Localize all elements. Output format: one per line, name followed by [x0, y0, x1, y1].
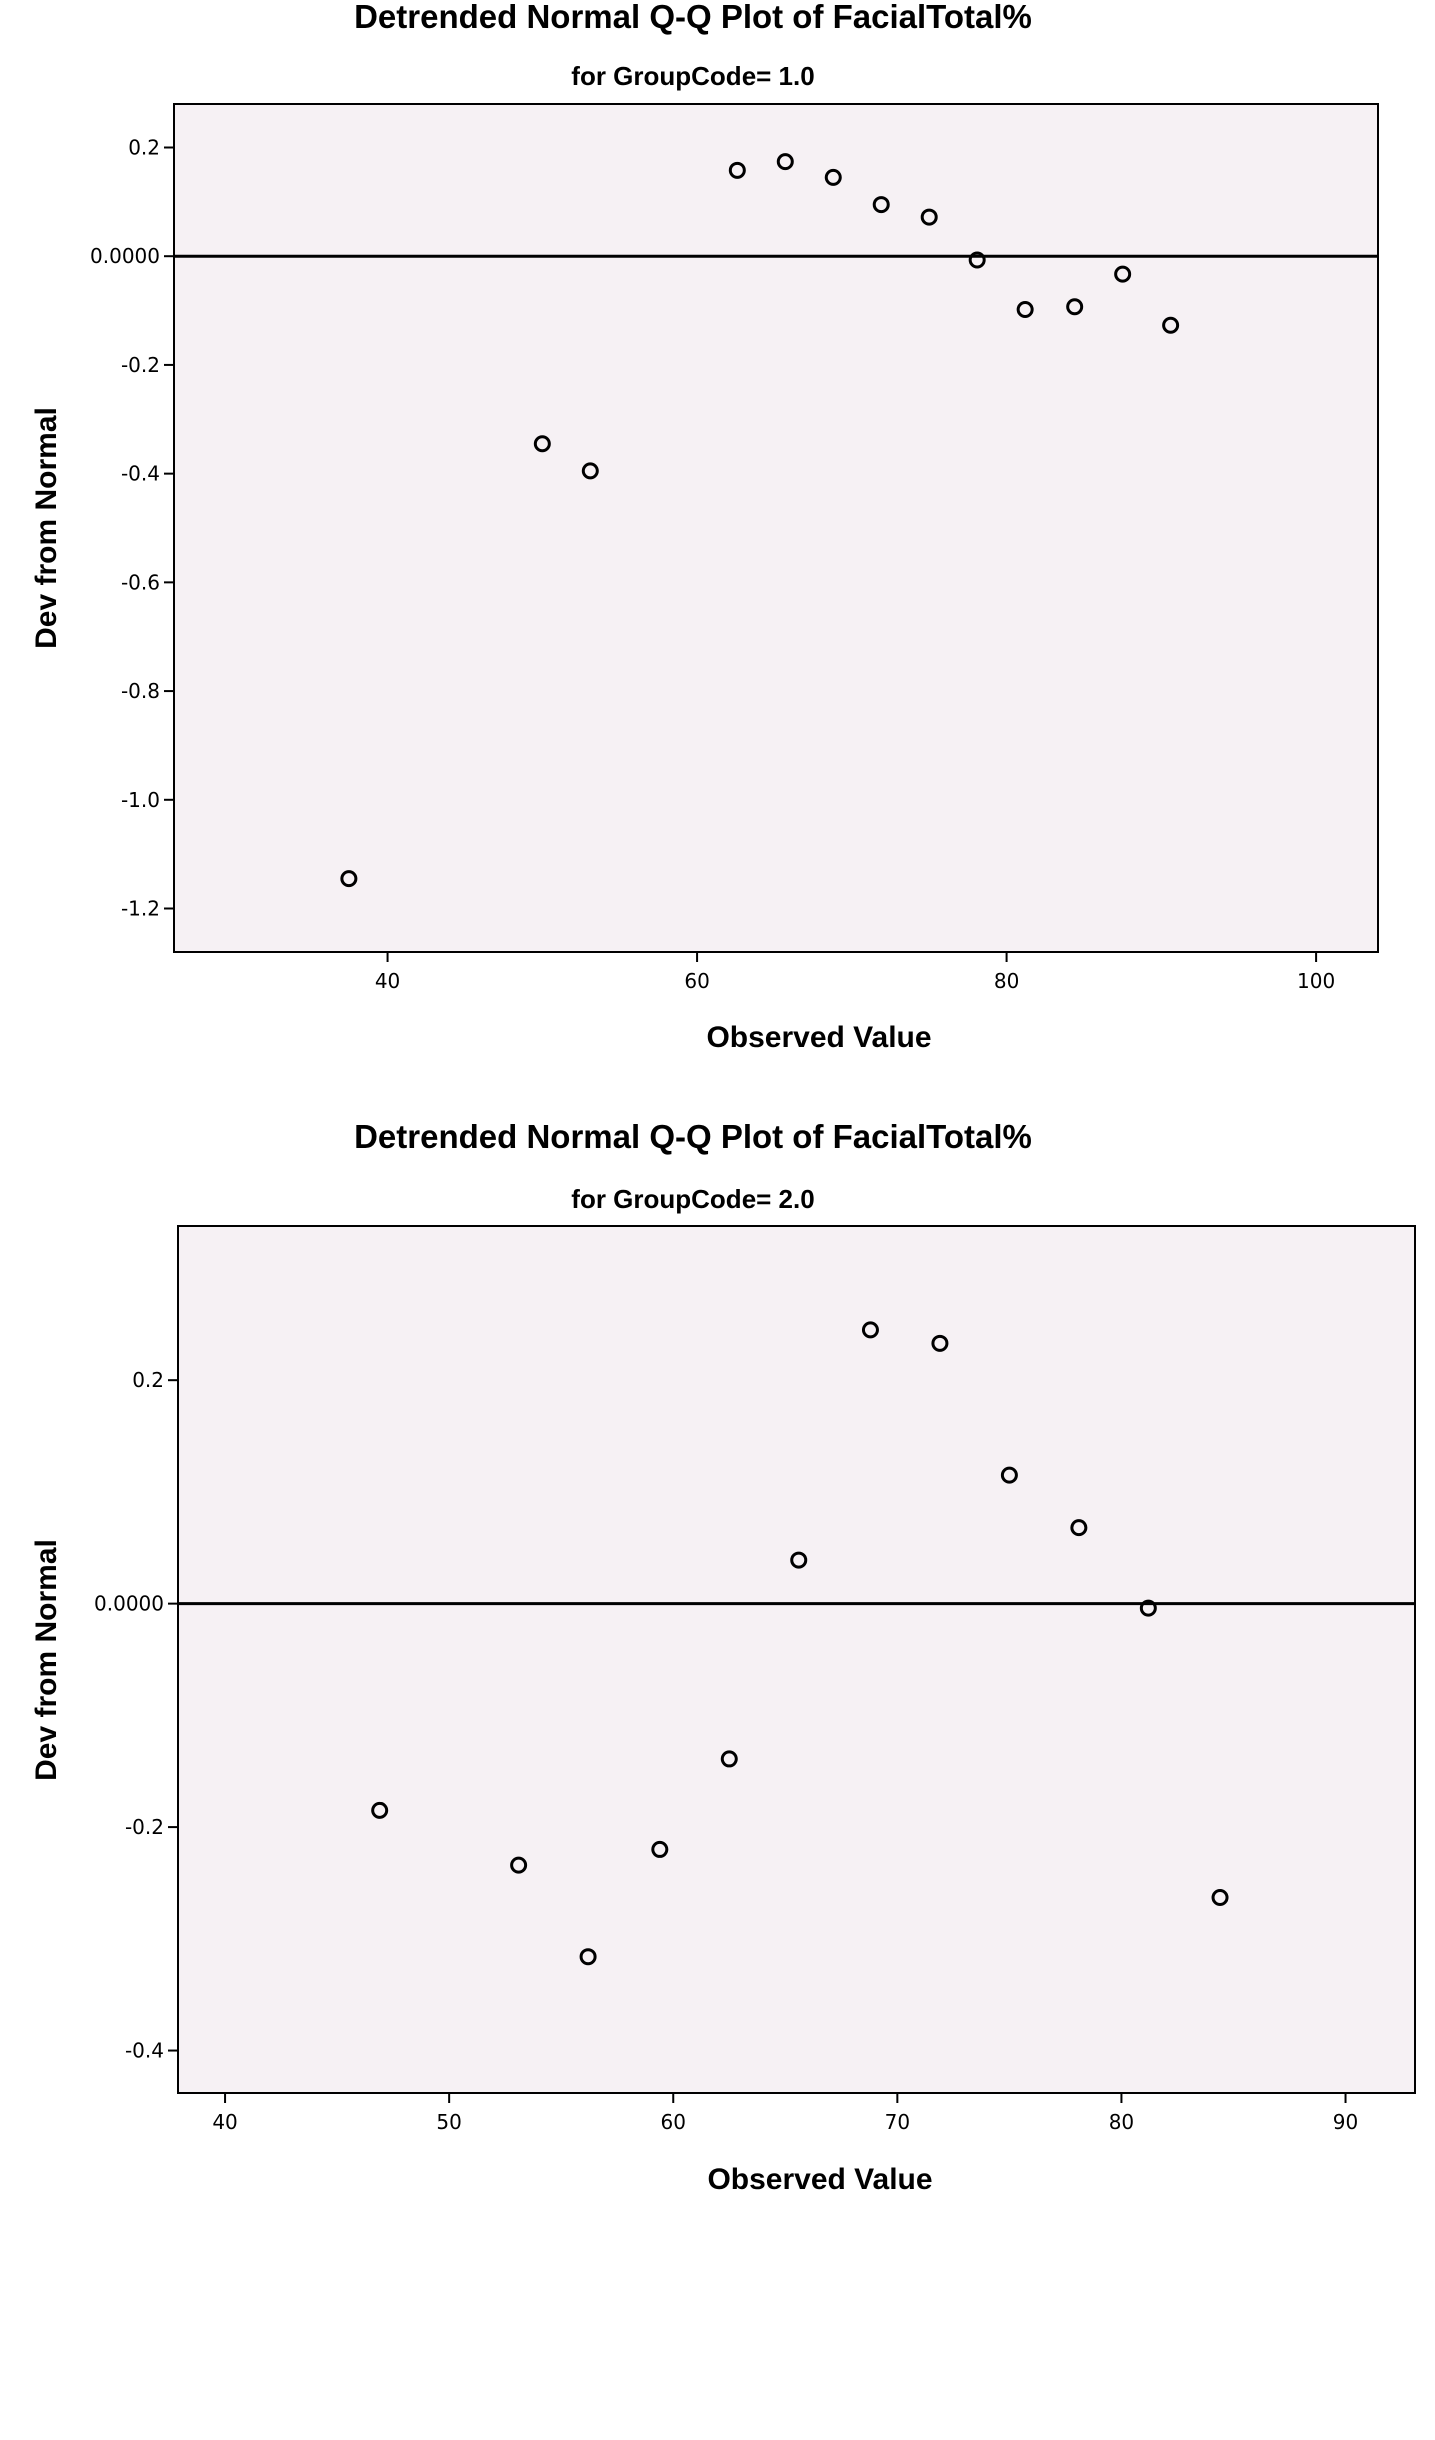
data-point [371, 1801, 389, 1819]
data-point [968, 251, 986, 269]
axis-ticks: 40 60 80 100 0.2 0.0000 -0.2 -0.4 -0.6 -0.8 -1.0 -1… [90, 135, 1335, 993]
y-tick-label: 0.0000 [94, 1592, 164, 1616]
chart-subtitle: for GroupCode= 2.0 [571, 1184, 814, 1214]
y-axis-title: Dev from Normal [30, 1539, 63, 1781]
x-tick-label: 80 [994, 969, 1019, 993]
y-axis-title: Dev from Normal [30, 407, 63, 649]
data-point [720, 1750, 738, 1768]
y-tick-label: -0.8 [121, 679, 160, 703]
y-tick-label: 0.0000 [90, 244, 160, 268]
y-tick-label: -0.2 [125, 1815, 164, 1839]
x-tick-label: 100 [1297, 969, 1335, 993]
data-point [579, 1948, 597, 1966]
data-point [920, 208, 938, 226]
chart-title: Detrended Normal Q-Q Plot of FacialTotal… [354, 0, 1032, 35]
chart-subtitle: for GroupCode= 1.0 [571, 61, 814, 91]
plot-area [173, 103, 1379, 953]
y-tick-label: 0.2 [132, 1368, 164, 1392]
chart-title: Detrended Normal Q-Q Plot of FacialTotal… [354, 1118, 1032, 1155]
x-axis-title: Observed Value [706, 1021, 931, 1054]
data-point [1070, 1519, 1088, 1537]
data-point [824, 168, 842, 186]
data-point [861, 1321, 879, 1339]
x-tick-label: 60 [684, 969, 709, 993]
data-point [1114, 265, 1132, 283]
data-point [510, 1856, 528, 1874]
qq-plot-group-1-svg: Detrended Normal Q-Q Plot of FacialTotal… [30, 0, 1379, 1054]
x-tick-label: 50 [436, 2110, 461, 2134]
data-point [1211, 1888, 1229, 1906]
qq-plot-group-2: Detrended Normal Q-Q Plot of FacialTotal… [0, 1110, 1435, 2230]
data-point [1162, 316, 1180, 334]
y-tick-label: 0.2 [128, 135, 160, 159]
data-point [651, 1840, 669, 1858]
data-points [371, 1321, 1229, 1966]
data-point [1016, 300, 1034, 318]
y-tick-label: -1.0 [121, 788, 160, 812]
data-points [340, 153, 1180, 888]
x-tick-label: 90 [1333, 2110, 1358, 2134]
x-tick-label: 40 [212, 2110, 237, 2134]
x-tick-label: 80 [1109, 2110, 1134, 2134]
x-tick-label: 40 [375, 969, 400, 993]
data-point [776, 153, 794, 171]
y-tick-label: -0.4 [125, 2039, 164, 2063]
data-point [533, 435, 551, 453]
x-axis-title: Observed Value [707, 2163, 932, 2196]
data-point [728, 161, 746, 179]
qq-plot-group-1: Detrended Normal Q-Q Plot of FacialTotal… [0, 0, 1435, 1080]
plot-area [177, 1225, 1416, 2094]
data-point [1000, 1466, 1018, 1484]
y-tick-label: -0.6 [121, 570, 160, 594]
data-point [872, 196, 890, 214]
qq-plot-group-2-svg: Detrended Normal Q-Q Plot of FacialTotal… [30, 1118, 1416, 2196]
x-tick-label: 60 [661, 2110, 686, 2134]
data-point [1066, 298, 1084, 316]
x-tick-label: 70 [885, 2110, 910, 2134]
data-point [1139, 1599, 1157, 1617]
data-point [931, 1334, 949, 1352]
y-tick-label: -0.4 [121, 462, 160, 486]
axis-ticks: 40 50 60 70 80 90 0.2 0.0000 -0.2 -0.4 [94, 1368, 1358, 2134]
y-tick-label: -0.2 [121, 353, 160, 377]
data-point [790, 1551, 808, 1569]
y-tick-label: -1.2 [121, 897, 160, 921]
data-point [340, 870, 358, 888]
data-point [581, 462, 599, 480]
